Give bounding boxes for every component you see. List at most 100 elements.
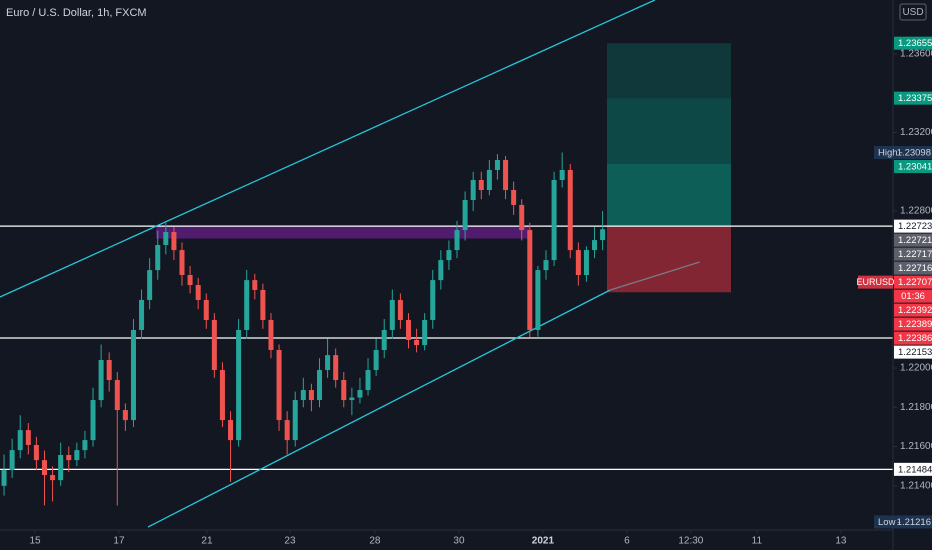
candle-body xyxy=(583,250,589,276)
candle-body xyxy=(58,455,64,481)
candle-body xyxy=(430,280,436,320)
candle-body xyxy=(381,329,387,350)
zone xyxy=(156,226,530,239)
price-label-box xyxy=(894,345,932,359)
x-tick-label: 23 xyxy=(284,536,296,547)
candle-body xyxy=(478,180,484,191)
candle-body xyxy=(90,400,96,441)
price-label: 1.22717 xyxy=(898,249,932,260)
candle-body xyxy=(333,355,339,381)
candle-body xyxy=(511,190,517,205)
candle-body xyxy=(50,475,56,481)
candle-body xyxy=(74,450,80,461)
x-tick-label: 17 xyxy=(113,536,125,547)
price-label: 1.21216 xyxy=(897,517,931,528)
candle-body xyxy=(25,430,31,446)
candle-body xyxy=(155,244,161,271)
candle-body xyxy=(195,285,201,300)
candle-body xyxy=(82,440,88,451)
candle-body xyxy=(98,360,104,401)
candle-body xyxy=(41,460,47,476)
trendline xyxy=(147,289,611,528)
price-label-box xyxy=(894,275,932,289)
plot-area xyxy=(0,0,893,528)
x-tick-label: 12:30 xyxy=(678,536,703,547)
stop-zone xyxy=(606,226,731,293)
candle-body xyxy=(211,319,217,371)
price-label-dash: - xyxy=(897,517,900,528)
candle-body xyxy=(357,390,363,398)
price-label: 1.22721 xyxy=(898,235,932,246)
candle-body xyxy=(106,360,112,381)
price-label-box xyxy=(894,331,932,345)
candle-body xyxy=(486,169,492,191)
candle-body xyxy=(470,180,476,201)
trendline xyxy=(0,0,656,298)
price-label-box xyxy=(894,247,932,261)
symbol-label-box xyxy=(858,275,893,289)
x-tick-label: 21 xyxy=(201,536,213,547)
y-tick-label: 1.22000 xyxy=(900,363,932,374)
candle-body xyxy=(179,250,185,276)
candle-body xyxy=(114,380,120,411)
price-label-name: High xyxy=(878,148,898,159)
currency-box[interactable] xyxy=(899,3,927,21)
price-label: 1.22153 xyxy=(898,347,932,358)
y-tick-label: 1.23600 xyxy=(900,49,932,60)
symbol-label: EURUSD xyxy=(856,277,895,287)
candle-body xyxy=(244,280,250,330)
candle-body xyxy=(494,159,500,170)
candle-body xyxy=(567,169,573,251)
candle-body xyxy=(268,319,274,350)
candle-body xyxy=(551,180,557,261)
price-label-box xyxy=(894,160,932,174)
candle-body xyxy=(139,299,145,330)
candle-body xyxy=(219,370,225,421)
price-label: 1.23041 xyxy=(898,162,932,173)
candle-body xyxy=(559,169,565,181)
candle-body xyxy=(422,319,428,346)
x-tick-label: 11 xyxy=(752,536,763,547)
candle-body xyxy=(187,275,193,286)
chart-title: Euro / U.S. Dollar, 1h, FXCM xyxy=(6,7,147,19)
candle-body xyxy=(147,270,153,300)
candle-body xyxy=(519,204,525,231)
trendline xyxy=(609,261,700,291)
price-label-box xyxy=(894,261,932,275)
countdown-box xyxy=(894,289,932,303)
candle-body xyxy=(575,250,581,276)
candle-body xyxy=(1,470,7,486)
candle-body xyxy=(203,299,209,320)
price-label-box xyxy=(874,515,932,529)
price-label: 1.23655 xyxy=(898,38,932,49)
currency[interactable]: USD xyxy=(902,7,923,18)
candle-body xyxy=(405,319,411,340)
candle-body xyxy=(308,390,314,401)
x-tick-label: 30 xyxy=(453,536,465,547)
candle-body xyxy=(9,450,15,471)
candle-body xyxy=(66,455,72,461)
candle-body xyxy=(33,445,39,461)
candle-body xyxy=(389,299,395,330)
profit-zone xyxy=(606,43,731,99)
candle-body xyxy=(292,400,298,441)
candle-body xyxy=(462,200,468,231)
candle-body xyxy=(503,159,509,191)
candle-body xyxy=(341,380,347,401)
candle-body xyxy=(600,229,606,241)
y-tick-label: 1.21600 xyxy=(900,441,932,452)
candle-body xyxy=(527,230,533,330)
price-label-box xyxy=(894,233,932,247)
price-label: 1.22716 xyxy=(898,263,932,274)
candle-body xyxy=(276,349,282,421)
price-label-box xyxy=(894,317,932,331)
profit-zone xyxy=(606,98,731,164)
candle-body xyxy=(260,289,266,320)
price-label: 1.21484 xyxy=(898,464,932,475)
x-tick-label: 28 xyxy=(369,536,381,547)
price-label-box xyxy=(894,303,932,317)
candle-body xyxy=(316,370,323,401)
candle-body xyxy=(373,349,379,371)
price-label-name: Low xyxy=(878,517,896,528)
